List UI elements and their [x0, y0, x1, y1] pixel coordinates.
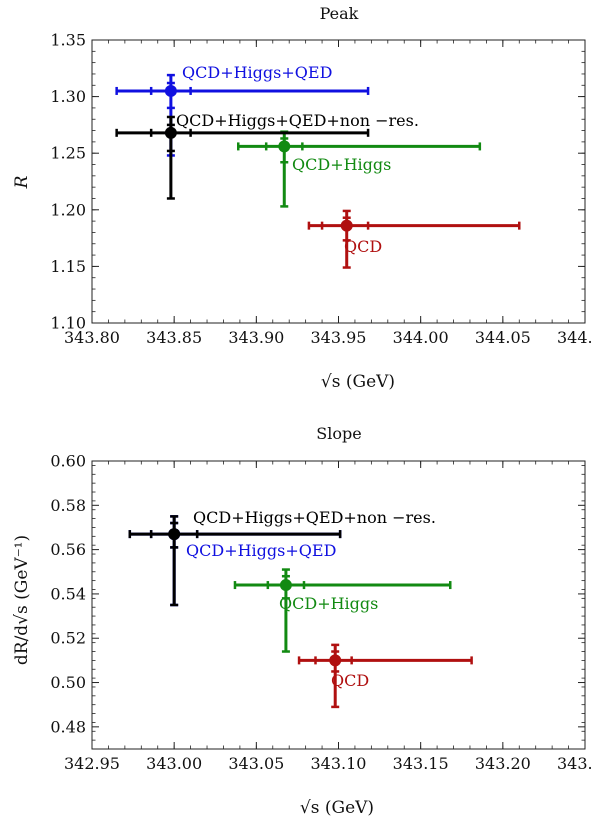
- y-tick-label: 0.58: [50, 496, 86, 515]
- slope-title: Slope: [316, 424, 361, 443]
- x-tick-label: 342.95: [64, 754, 120, 773]
- data-point-marker: [168, 528, 181, 541]
- slope-panel: Slope 342.95 343.00 343.05 343.10 343.15 343.…: [12, 424, 591, 818]
- peak-title: Peak: [320, 4, 359, 23]
- data-point-qcd-higgs-qed-non-res-: [128, 515, 342, 607]
- slope-label-qcd-higgs-qed: QCD+Higgs+QED: [186, 541, 336, 560]
- peak-y-ticks: 1.10 1.15 1.20 1.25 1.30 1.35: [50, 31, 585, 333]
- data-point-marker: [329, 654, 342, 667]
- x-tick-label: 343.00: [146, 754, 202, 773]
- x-tick-label: 343.05: [228, 754, 284, 773]
- data-point-marker: [164, 126, 177, 139]
- x-tick-label: 344.05: [475, 328, 531, 347]
- data-point-qcd: [307, 209, 521, 269]
- slope-label-qcd-higgs-qed-nonres: QCD+Higgs+QED+non −res.: [193, 508, 436, 527]
- peak-label-qcd-higgs-qed: QCD+Higgs+QED: [182, 63, 332, 82]
- peak-x-ticks: 343.80 343.85 343.90 343.95 344.00 344.05 344.…: [64, 40, 591, 347]
- peak-data-marks: [115, 73, 521, 269]
- data-point-qcd: [297, 643, 473, 709]
- slope-y-axis-label: dR/d√s (GeV⁻¹): [12, 535, 32, 665]
- peak-panel: Peak 343.80 343.85 343.90 343.95 344.00 344.0…: [12, 4, 591, 392]
- data-point-marker: [340, 219, 353, 232]
- data-point-marker: [164, 84, 177, 97]
- y-tick-label: 0.60: [50, 452, 86, 471]
- data-point-qcd-higgs-qed-non-res-: [115, 115, 370, 200]
- data-point-qcd-higgs-qed: [128, 515, 342, 607]
- peak-x-axis-label: √s (GeV): [321, 372, 395, 392]
- y-tick-label: 1.20: [50, 200, 86, 219]
- x-tick-label: 343.95: [311, 328, 367, 347]
- x-tick-label: 343.10: [311, 754, 367, 773]
- slope-x-axis-label: √s (GeV): [300, 798, 374, 818]
- slope-label-qcd: QCD: [331, 671, 369, 690]
- y-tick-label: 1.35: [50, 31, 86, 50]
- x-tick-label: 344.00: [393, 328, 449, 347]
- data-point-marker: [279, 579, 292, 592]
- y-tick-label: 0.48: [50, 717, 86, 736]
- peak-label-qcd: QCD: [344, 237, 382, 256]
- x-tick-label: 343.80: [64, 328, 120, 347]
- peak-y-axis-label: R: [12, 175, 32, 189]
- x-tick-label: 344.10: [557, 328, 591, 347]
- y-tick-label: 1.15: [50, 257, 86, 276]
- y-tick-label: 0.54: [50, 584, 86, 603]
- y-tick-label: 1.10: [50, 314, 86, 333]
- y-tick-label: 0.52: [50, 629, 86, 648]
- slope-y-ticks: 0.48 0.50 0.52 0.54 0.56 0.58 0.60: [50, 452, 585, 750]
- data-point-qcd-higgs: [233, 568, 452, 653]
- data-point-marker: [278, 140, 291, 153]
- peak-label-qcd-higgs-qed-nonres: QCD+Higgs+QED+non −res.: [176, 111, 419, 130]
- y-tick-label: 1.25: [50, 144, 86, 163]
- y-tick-label: 0.56: [50, 540, 86, 559]
- peak-plot-frame: [91, 39, 586, 324]
- slope-data-marks: [128, 515, 473, 709]
- slope-label-qcd-higgs: QCD+Higgs: [279, 594, 378, 613]
- x-tick-label: 343.90: [228, 328, 284, 347]
- x-tick-label: 343.25: [557, 754, 591, 773]
- x-tick-label: 343.15: [393, 754, 449, 773]
- slope-x-ticks: 342.95 343.00 343.05 343.10 343.15 343.20 343.…: [64, 461, 591, 773]
- x-tick-label: 343.85: [146, 328, 202, 347]
- y-tick-label: 1.30: [50, 87, 86, 106]
- y-tick-label: 0.50: [50, 673, 86, 692]
- x-tick-label: 343.20: [475, 754, 531, 773]
- peak-label-qcd-higgs: QCD+Higgs: [292, 155, 391, 174]
